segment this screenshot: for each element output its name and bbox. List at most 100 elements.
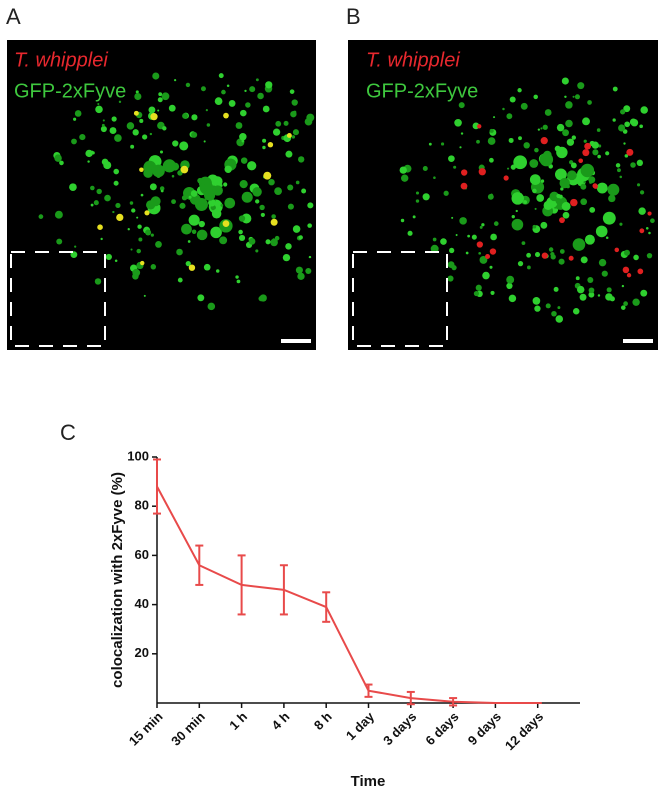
speckle xyxy=(422,166,428,172)
panel-label: C xyxy=(60,420,76,445)
speckle xyxy=(562,211,570,219)
speckle xyxy=(584,142,592,150)
speckle xyxy=(203,183,207,187)
speckle xyxy=(188,195,192,199)
speckle xyxy=(582,117,590,126)
speckle xyxy=(523,142,530,149)
speckle xyxy=(139,167,144,173)
speckle xyxy=(467,234,471,238)
speckle xyxy=(506,275,515,284)
speckle xyxy=(550,254,556,260)
speckle xyxy=(623,105,631,113)
speckle xyxy=(555,315,564,323)
speckle xyxy=(262,145,266,150)
speckle xyxy=(511,192,524,205)
speckle xyxy=(606,287,612,293)
speckle xyxy=(578,158,584,164)
speckle xyxy=(265,81,273,89)
speckle xyxy=(196,229,208,241)
error-bar xyxy=(153,458,161,515)
speckle xyxy=(191,131,198,138)
speckle xyxy=(620,109,626,115)
speckle xyxy=(570,162,577,169)
x-tick-label: 12 days xyxy=(502,709,546,753)
speckle xyxy=(584,234,595,245)
speckle xyxy=(155,241,162,248)
speckle xyxy=(179,141,189,151)
x-tick-label: 1 day xyxy=(343,708,378,743)
speckle xyxy=(479,255,488,264)
speckle xyxy=(619,222,623,226)
speckle xyxy=(506,282,513,290)
speckle xyxy=(520,102,528,110)
speckle xyxy=(152,72,160,80)
speckle xyxy=(529,174,541,185)
speckle xyxy=(559,249,565,254)
speckle xyxy=(127,228,130,231)
speckle xyxy=(597,294,601,297)
speckle xyxy=(268,178,275,186)
speckle xyxy=(272,128,281,136)
speckle xyxy=(206,123,211,127)
speckle xyxy=(100,237,103,241)
speckle xyxy=(255,78,259,82)
data-line xyxy=(156,486,538,704)
speckle xyxy=(513,155,528,170)
speckle xyxy=(289,89,295,94)
speckle xyxy=(240,157,248,164)
speckle xyxy=(139,118,144,124)
speckle xyxy=(557,306,561,310)
speckle xyxy=(152,164,165,178)
speckle xyxy=(592,149,599,156)
speckle xyxy=(580,163,595,178)
speckle xyxy=(620,305,626,310)
speckle xyxy=(114,259,118,263)
speckle xyxy=(428,142,432,146)
speckle xyxy=(580,198,588,206)
speckle xyxy=(143,164,151,172)
speckle xyxy=(460,182,468,190)
speckle xyxy=(157,109,160,112)
speckle xyxy=(109,127,117,135)
speckle xyxy=(580,256,588,264)
speckle xyxy=(567,170,577,181)
speckle xyxy=(298,235,303,240)
speckle xyxy=(640,106,648,114)
speckle xyxy=(572,95,575,98)
speckle xyxy=(571,135,576,140)
speckle xyxy=(521,241,526,246)
y-axis-title: colocalization with 2xFyve (%) xyxy=(109,472,126,688)
speckle xyxy=(194,198,208,212)
speckle xyxy=(157,97,163,103)
x-tick-label: 1 h xyxy=(226,709,250,733)
speckle xyxy=(138,237,143,242)
speckle xyxy=(241,191,253,203)
speckle xyxy=(473,290,480,297)
speckle xyxy=(297,272,305,280)
speckle xyxy=(262,138,267,143)
speckle xyxy=(574,94,580,100)
speckle xyxy=(580,183,587,190)
speckle xyxy=(529,159,539,168)
speckle xyxy=(629,118,637,126)
speckle xyxy=(549,191,559,202)
speckle xyxy=(605,151,610,156)
speckle xyxy=(132,129,139,136)
speckle xyxy=(622,266,630,274)
speckle xyxy=(304,117,313,126)
speckle xyxy=(174,79,177,82)
speckle xyxy=(588,176,596,184)
speckle xyxy=(208,198,216,207)
organism-label: T. whipplei xyxy=(366,49,460,71)
speckle xyxy=(624,249,630,256)
speckle xyxy=(275,120,282,127)
x-tick-label: 3 days xyxy=(380,709,419,748)
speckle xyxy=(59,160,64,166)
speckle xyxy=(490,233,497,241)
speckle xyxy=(448,155,455,162)
speckle xyxy=(401,174,409,182)
speckle xyxy=(509,96,516,103)
speckle xyxy=(517,88,522,93)
speckle xyxy=(297,156,305,163)
